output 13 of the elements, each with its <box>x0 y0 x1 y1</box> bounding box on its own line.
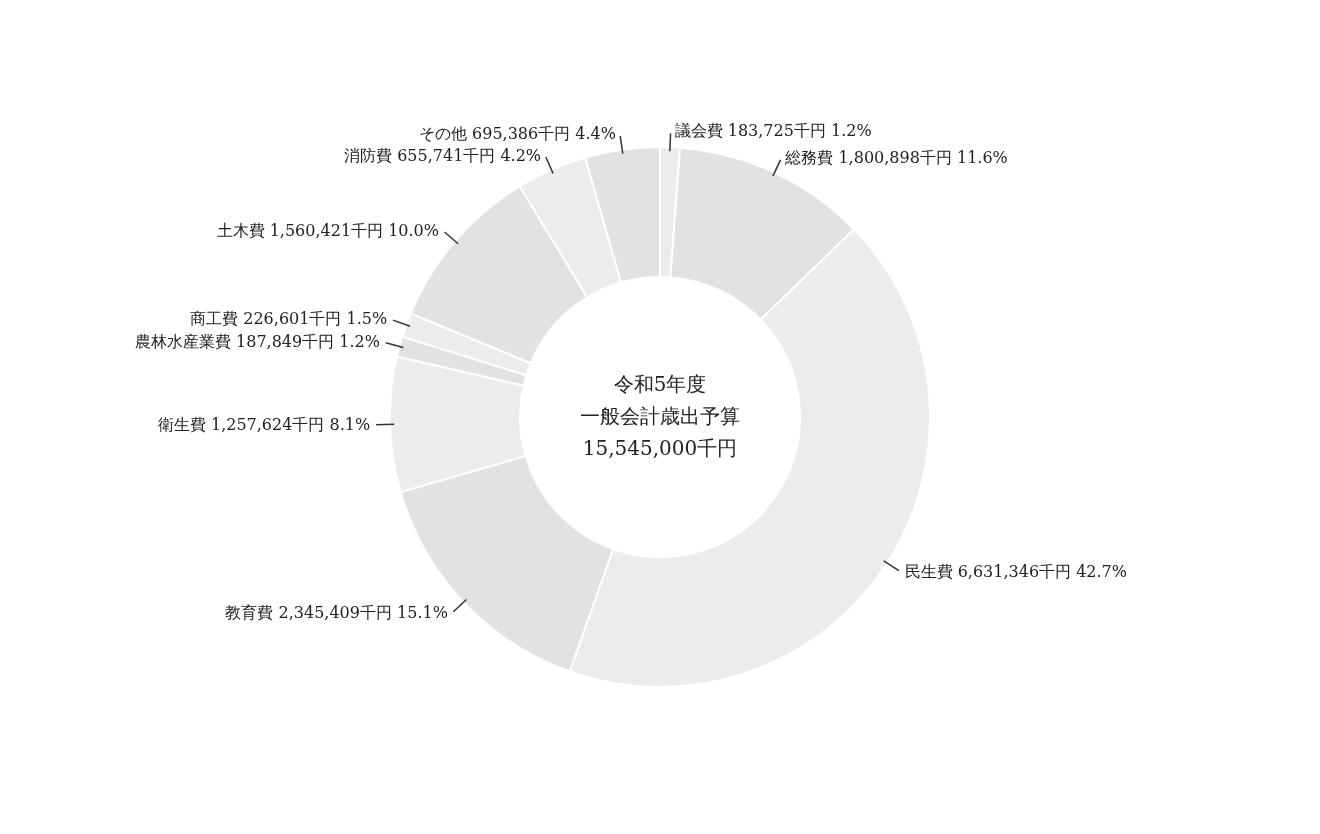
slice-label: 議会費 183,725千円 1.2% <box>674 121 872 141</box>
slice-label: 消防費 655,741千円 4.2% <box>344 145 542 165</box>
slice-label: 土木費 1,560,421千円 10.0% <box>216 220 439 240</box>
slice-label: 民生費 6,631,346千円 42.7% <box>904 561 1127 581</box>
text: 令和5年度 <box>613 372 707 396</box>
slice-label: 衛生費 1,257,624千円 8.1% <box>157 414 371 434</box>
slice-label: 教育費 2,345,409千円 15.1% <box>225 603 448 623</box>
slice-label: 総務費 1,800,898千円 11.6% <box>784 148 1008 168</box>
slice-label: その他 695,386千円 4.4% <box>418 123 616 143</box>
slice-label: 商工費 226,601千円 1.5% <box>190 309 388 329</box>
text: 15,545,000千円 <box>582 436 738 460</box>
slice-label: 農林水産業費 187,849千円 1.2% <box>134 332 380 352</box>
text: 一般会計歳出予算 <box>580 404 740 428</box>
